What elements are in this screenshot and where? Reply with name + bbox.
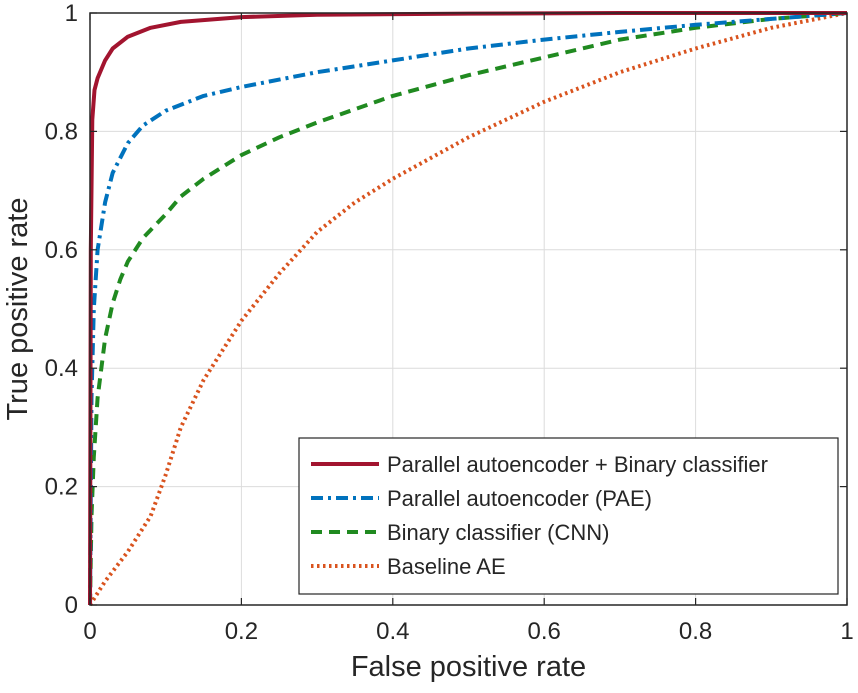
x-tick-label: 0.6 bbox=[528, 618, 561, 645]
ticks bbox=[89, 12, 848, 606]
series-line bbox=[88, 11, 848, 606]
y-axis-title: True positive rate bbox=[2, 198, 34, 421]
y-tick-label: 0.8 bbox=[45, 118, 78, 145]
y-tick-label: 0.4 bbox=[45, 355, 78, 382]
legend-box bbox=[298, 437, 839, 595]
series-line bbox=[88, 11, 847, 606]
x-tick-label: 0.8 bbox=[679, 618, 712, 645]
y-tick-label: 0 bbox=[65, 592, 78, 619]
x-tick-label: 0 bbox=[83, 618, 96, 645]
series-line bbox=[88, 11, 848, 606]
y-tick-label: 0.6 bbox=[45, 237, 78, 264]
legend: Parallel autoencoder + Binary classifier… bbox=[298, 437, 839, 595]
series-layer bbox=[88, 11, 848, 607]
x-axis-title: False positive rate bbox=[351, 651, 586, 683]
tick-labels: 0 0.2 0.4 0.6 0.8 1 0 0.2 0.4 0.6 0.8 1 bbox=[45, 0, 854, 645]
x-tick-label: 0.2 bbox=[225, 618, 258, 645]
x-tick-label: 1 bbox=[840, 618, 853, 645]
legend-label: Parallel autoencoder (PAE) bbox=[387, 486, 652, 511]
plot-frame bbox=[89, 12, 848, 606]
legend-label: Baseline AE bbox=[387, 554, 506, 579]
grid bbox=[89, 12, 848, 606]
series-line bbox=[88, 11, 848, 607]
legend-label: Binary classifier (CNN) bbox=[387, 520, 609, 545]
y-tick-label: 1 bbox=[65, 0, 78, 27]
x-tick-label: 0.4 bbox=[376, 618, 409, 645]
y-tick-label: 0.2 bbox=[45, 474, 78, 501]
legend-label: Parallel autoencoder + Binary classifier bbox=[387, 452, 768, 477]
